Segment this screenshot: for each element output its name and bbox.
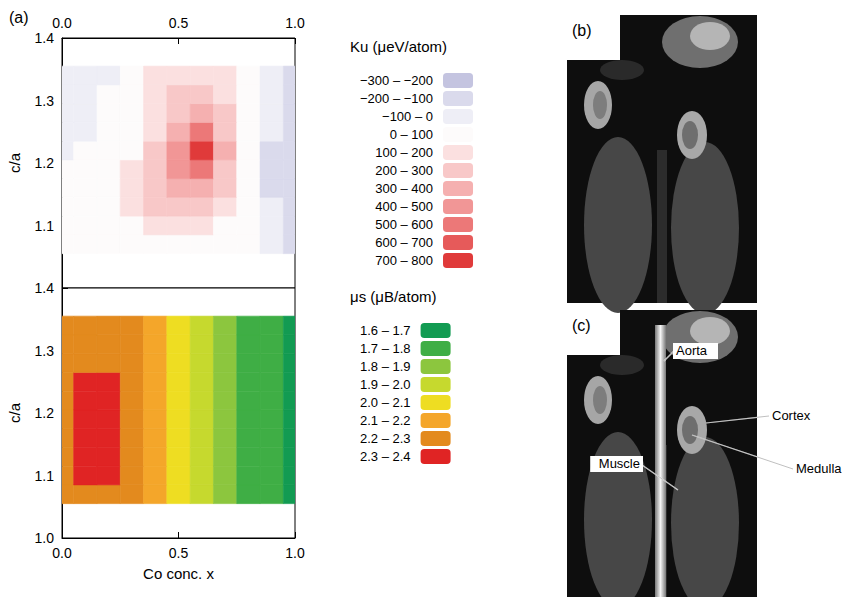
- svg-text:(a): (a): [9, 9, 29, 26]
- svg-text:2.2 – 2.3: 2.2 – 2.3: [360, 431, 411, 446]
- svg-text:0 – 100: 0 – 100: [390, 127, 433, 142]
- svg-text:Medulla: Medulla: [796, 461, 842, 476]
- svg-text:−200 – −100: −200 – −100: [360, 91, 433, 106]
- svg-text:μs (μB/atom): μs (μB/atom): [350, 288, 436, 305]
- svg-text:2.3 – 2.4: 2.3 – 2.4: [360, 449, 411, 464]
- svg-text:Muscle: Muscle: [599, 456, 640, 471]
- svg-text:0.5: 0.5: [169, 545, 189, 561]
- svg-text:1.8 – 1.9: 1.8 – 1.9: [360, 359, 411, 374]
- svg-text:1.2: 1.2: [35, 405, 55, 421]
- svg-text:100 – 200: 100 – 200: [375, 145, 433, 160]
- svg-text:Aorta: Aorta: [676, 343, 708, 358]
- svg-text:1.6 – 1.7: 1.6 – 1.7: [360, 323, 411, 338]
- svg-text:c/a: c/a: [6, 402, 23, 423]
- svg-text:1.0: 1.0: [285, 15, 305, 31]
- svg-text:600 – 700: 600 – 700: [375, 235, 433, 250]
- svg-text:0.0: 0.0: [52, 545, 72, 561]
- svg-text:0.5: 0.5: [169, 15, 189, 31]
- svg-text:400 – 500: 400 – 500: [375, 199, 433, 214]
- svg-text:700 – 800: 700 – 800: [375, 253, 433, 268]
- svg-text:−300 – −200: −300 – −200: [360, 73, 433, 88]
- svg-text:1.0: 1.0: [285, 545, 305, 561]
- svg-text:300 – 400: 300 – 400: [375, 181, 433, 196]
- svg-text:Co conc. x: Co conc. x: [143, 565, 214, 582]
- svg-text:1.0: 1.0: [35, 530, 55, 546]
- svg-text:0.0: 0.0: [52, 15, 72, 31]
- svg-text:1.2: 1.2: [35, 155, 55, 171]
- svg-text:200 – 300: 200 – 300: [375, 163, 433, 178]
- svg-text:1.3: 1.3: [35, 343, 55, 359]
- svg-text:2.1 – 2.2: 2.1 – 2.2: [360, 413, 411, 428]
- svg-text:1.3: 1.3: [35, 93, 55, 109]
- svg-text:Cortex: Cortex: [772, 408, 811, 423]
- svg-text:c/a: c/a: [6, 152, 23, 173]
- svg-text:500 – 600: 500 – 600: [375, 217, 433, 232]
- svg-text:1.9 – 2.0: 1.9 – 2.0: [360, 377, 411, 392]
- svg-text:1.1: 1.1: [35, 468, 55, 484]
- svg-text:1.1: 1.1: [35, 218, 55, 234]
- svg-text:(b): (b): [572, 22, 592, 39]
- svg-text:1.7 – 1.8: 1.7 – 1.8: [360, 341, 411, 356]
- svg-text:−100 – 0: −100 – 0: [382, 109, 433, 124]
- svg-text:Ku (μeV/atom): Ku (μeV/atom): [350, 38, 447, 55]
- svg-text:1.4: 1.4: [35, 30, 55, 46]
- svg-text:(c): (c): [572, 317, 591, 334]
- svg-text:1.4: 1.4: [35, 280, 55, 296]
- svg-text:2.0 – 2.1: 2.0 – 2.1: [360, 395, 411, 410]
